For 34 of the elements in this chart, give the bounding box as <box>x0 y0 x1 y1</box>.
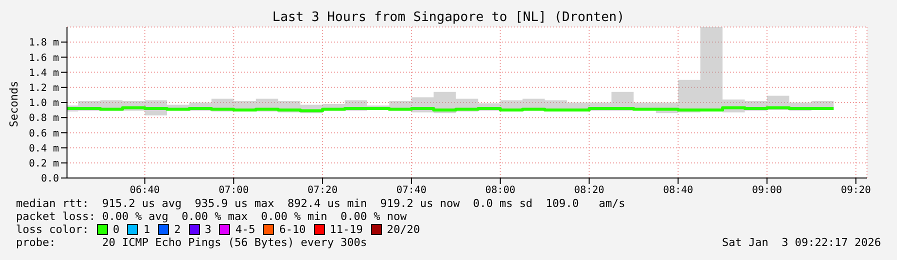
y-axis-title: Seconds <box>8 80 20 128</box>
text: packet loss: 0.00 % avg 0.00 % max 0.00 % min 0.00 % now <box>16 210 408 223</box>
text: Sat Jan 3 09:22:17 2026 <box>722 236 881 249</box>
x-tick-label: 09:20 <box>840 185 871 196</box>
x-tick-label: 08:00 <box>485 185 516 196</box>
chart-title: Last 3 Hours from Singapore to [NL] (Dronten) <box>271 10 626 25</box>
x-tick-label: 08:20 <box>574 185 604 196</box>
text: median rtt: 915.2 us avg 935.9 us max 892.4 us min 919.2 us now 0.0 ms sd 109.0 am/s <box>16 197 626 210</box>
y-tick-label: 1.8 m <box>28 38 59 49</box>
x-tick-label: 09:00 <box>752 185 782 196</box>
x-tick-label: 07:40 <box>396 185 427 196</box>
legend-label: 0 <box>112 223 120 236</box>
text: probe: 20 ICMP Echo Pings (56 Bytes) every 300s <box>16 236 368 249</box>
y-tick-label: 1.2 m <box>28 82 59 94</box>
legend-label: 2 <box>174 223 181 236</box>
legend-label: 3 <box>204 223 212 236</box>
x-tick-label: 08:40 <box>663 185 694 196</box>
legend-label: 4-5 <box>235 223 256 236</box>
legend-label: 11-19 <box>330 223 363 236</box>
x-tick-label: 07:20 <box>307 185 338 196</box>
y-tick-label: 1.4 m <box>28 68 59 79</box>
y-tick-label: 1.0 m <box>28 98 59 110</box>
text: loss color: <box>16 223 89 236</box>
x-tick-label: 07:00 <box>218 185 249 196</box>
y-tick-label: 0.4 m <box>28 143 59 154</box>
y-tick-label: 0.2 m <box>28 158 59 170</box>
legend-label: 1 <box>143 223 150 236</box>
legend-label: 6-10 <box>279 223 306 236</box>
y-tick-label: 0.0 <box>40 174 59 185</box>
y-tick-label: 0.6 m <box>28 128 59 140</box>
x-tick-label: 06:40 <box>130 185 160 196</box>
y-tick-label: 1.6 m <box>28 52 59 64</box>
legend-label: 20/20 <box>386 223 420 236</box>
y-tick-label: 0.8 m <box>28 113 59 124</box>
